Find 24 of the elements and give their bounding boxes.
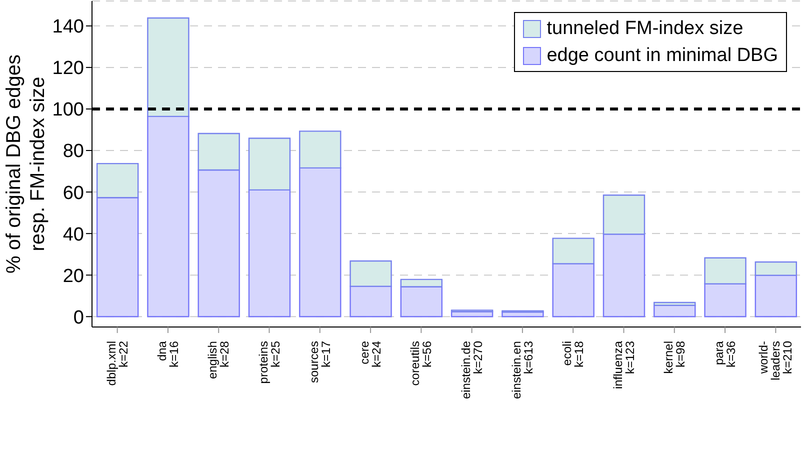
- x-tick-label: ecoli k=18: [560, 340, 586, 368]
- x-tick-label: kernel k=98: [661, 340, 688, 374]
- x-tick-label: einstein.de k=270: [458, 340, 485, 400]
- y-tick-label: 0: [73, 307, 84, 328]
- y-tick-label: 140: [52, 16, 84, 38]
- y-tick-label: 20: [62, 266, 84, 287]
- legend-label: tunneled FM-index size: [546, 17, 744, 41]
- x-tick-label: dna k=16: [154, 340, 181, 368]
- y-tick-label: 60: [62, 182, 84, 204]
- y-tick-label: 40: [62, 224, 84, 246]
- y-tick-label: 100: [52, 100, 84, 121]
- x-tick-label: einstein.en k=613: [509, 340, 536, 400]
- y-tick-label: 120: [52, 58, 84, 80]
- x-tick-label: influenza k=123: [610, 340, 637, 390]
- x-tick-label: proteins k=25: [256, 340, 282, 384]
- y-tick-label: 80: [62, 141, 84, 162]
- x-tick-label: cere k=24: [358, 340, 384, 368]
- legend-label: edge count in minimal DBG: [546, 44, 778, 68]
- x-tick-label: coreutils k=56: [408, 340, 434, 386]
- x-tick-label: sources k=17: [306, 340, 333, 384]
- x-tick-label: english k=28: [206, 340, 232, 380]
- x-tick-label: dblp.xml k=22: [104, 340, 130, 386]
- x-tick-label: para k=36: [712, 340, 738, 368]
- y-axis-title: % of original DBG edges resp. FM-index size: [3, 54, 49, 274]
